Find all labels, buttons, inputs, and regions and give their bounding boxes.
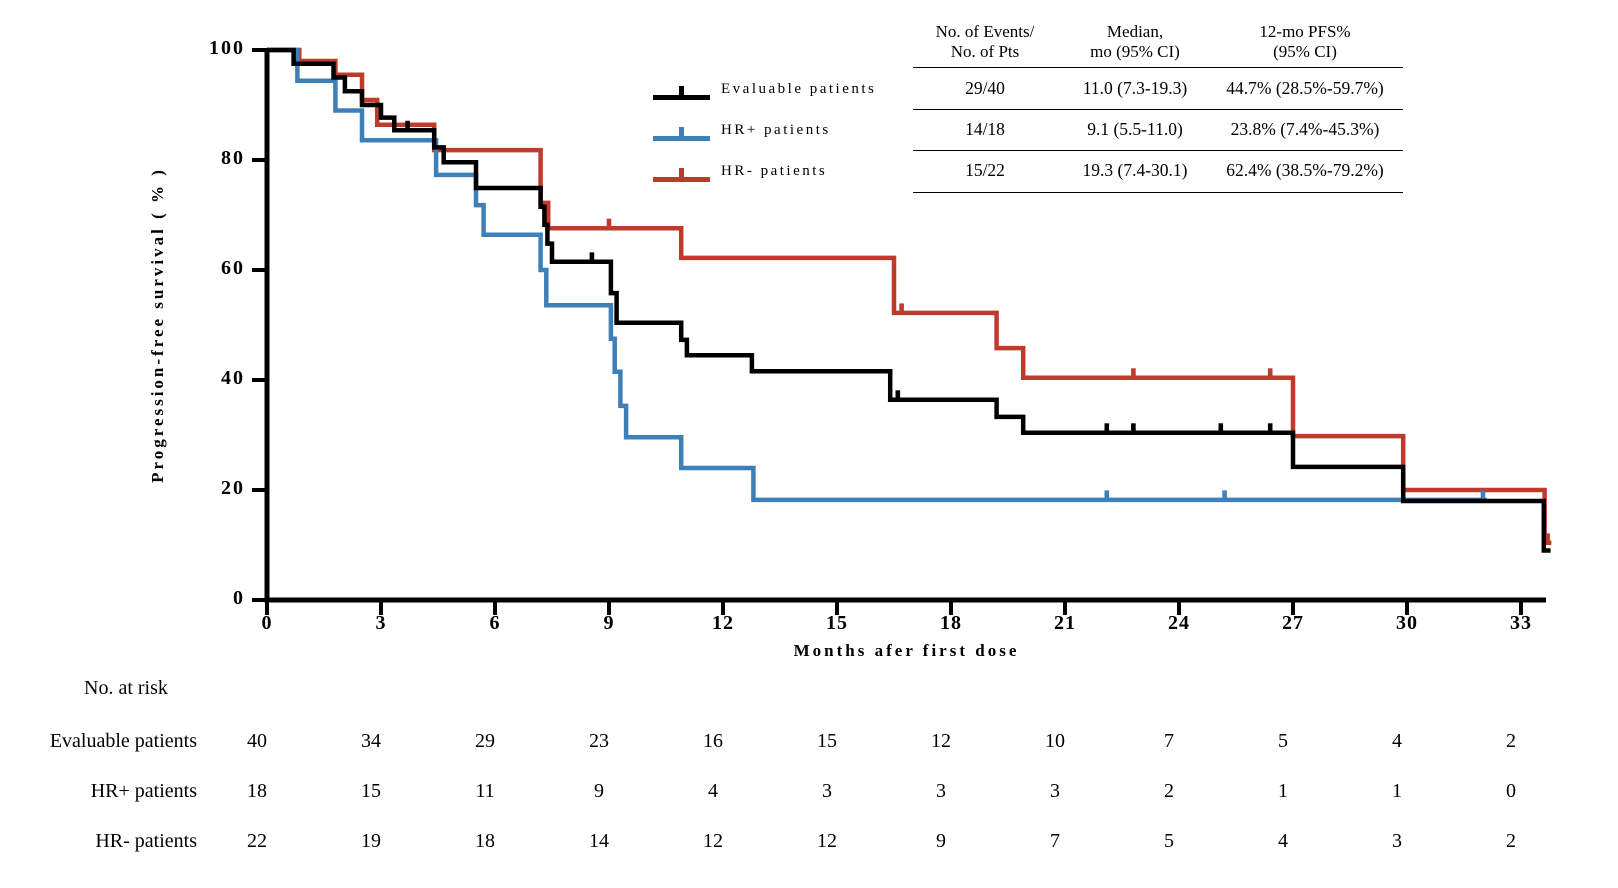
stats-rule xyxy=(913,67,1403,68)
risk-count: 2 xyxy=(1506,830,1516,852)
risk-count: 34 xyxy=(361,730,381,752)
stats-header-row: No. of Events/ No. of Pts Median, mo (95… xyxy=(905,22,1405,62)
stats-row-hr-neg: 15/22 19.3 (7.4-30.1) 62.4% (38.5%-79.2%… xyxy=(965,160,1384,180)
risk-count: 4 xyxy=(1278,830,1288,852)
risk-row-label-evaluable: Evaluable patients xyxy=(49,730,197,752)
risk-count: 0 xyxy=(1506,780,1516,802)
x-tick-label: 18 xyxy=(940,612,962,634)
risk-count: 40 xyxy=(247,730,267,752)
risk-count: 12 xyxy=(703,830,723,852)
legend-marker-hr-neg xyxy=(653,168,710,182)
y-tick-label: 80 xyxy=(221,147,245,169)
legend-label-evaluable: Evaluable patients xyxy=(721,81,877,97)
y-tick-label: 100 xyxy=(209,37,245,59)
censor-tick-evaluable-patients xyxy=(589,252,595,263)
risk-count: 14 xyxy=(589,830,609,852)
censor-tick-hr-patients xyxy=(1545,533,1550,544)
risk-count: 22 xyxy=(247,830,267,852)
censor-tick-evaluable-patients xyxy=(405,120,410,131)
risk-count: 29 xyxy=(475,730,495,752)
x-tick-label: 21 xyxy=(1054,612,1076,634)
legend-label-hr-pos: HR+ patients xyxy=(721,122,831,138)
risk-count: 12 xyxy=(931,730,951,752)
risk-count: 18 xyxy=(475,830,495,852)
risk-count: 10 xyxy=(1045,730,1065,752)
km-plot-svg xyxy=(252,47,1552,615)
stats-rule xyxy=(913,109,1403,110)
stats-row-evaluable: 29/40 11.0 (7.3-19.3) 44.7% (28.5%-59.7%… xyxy=(965,78,1384,98)
censor-tick-evaluable-patients xyxy=(1131,423,1136,434)
risk-count: 16 xyxy=(703,730,723,752)
risk-count: 15 xyxy=(817,730,837,752)
risk-count: 7 xyxy=(1164,730,1174,752)
risk-count: 2 xyxy=(1164,780,1174,802)
risk-count: 5 xyxy=(1164,830,1174,852)
risk-count: 9 xyxy=(936,830,946,852)
risk-count: 19 xyxy=(361,830,381,852)
stats-row-hr-pos: 14/18 9.1 (5.5-11.0) 23.8% (7.4%-45.3%) xyxy=(965,119,1380,139)
legend-label-hr-neg: HR- patients xyxy=(721,163,828,179)
risk-count: 1 xyxy=(1278,780,1288,802)
censor-tick-hr-patients xyxy=(1131,368,1136,379)
x-tick-label: 0 xyxy=(261,612,273,634)
risk-count: 5 xyxy=(1278,730,1288,752)
censor-tick-hr-patients xyxy=(1480,490,1486,501)
km-curve-hr-patients xyxy=(267,47,1552,546)
x-tick-label: 6 xyxy=(489,612,501,634)
x-axis-label: Months afer first dose xyxy=(793,641,1020,660)
y-axis-label: Progression-free survival ( % ) xyxy=(148,167,167,483)
y-tick-label: 0 xyxy=(233,587,245,609)
y-tick-label: 40 xyxy=(221,367,245,389)
x-tick-label: 12 xyxy=(712,612,734,634)
risk-count: 4 xyxy=(708,780,718,802)
risk-count: 4 xyxy=(1392,730,1402,752)
risk-count: 2 xyxy=(1506,730,1516,752)
stats-header-median: Median, mo (95% CI) xyxy=(1090,22,1180,61)
legend-marker-hr-pos xyxy=(653,127,710,141)
risk-count: 1 xyxy=(1392,780,1402,802)
risk-count: 15 xyxy=(361,780,381,802)
censor-tick-hr-patients xyxy=(1222,490,1227,501)
x-tick-label: 27 xyxy=(1282,612,1304,634)
stats-rule xyxy=(913,150,1403,151)
x-tick-label: 33 xyxy=(1510,612,1532,634)
risk-count: 3 xyxy=(1050,780,1060,802)
x-tick-label: 3 xyxy=(375,612,387,634)
risk-count: 3 xyxy=(1392,830,1402,852)
risk-row-label-hr-pos: HR+ patients xyxy=(90,780,197,802)
censor-tick-evaluable-patients xyxy=(1218,423,1224,434)
x-tick-label: 24 xyxy=(1168,612,1190,634)
risk-count: 12 xyxy=(817,830,837,852)
censor-tick-hr-patients xyxy=(1104,490,1110,501)
km-curve-hr-patients xyxy=(267,47,1487,503)
censor-tick-hr-patients xyxy=(606,218,612,229)
risk-count: 11 xyxy=(475,780,495,802)
y-tick-label: 60 xyxy=(221,257,245,279)
legend-marker-evaluable xyxy=(653,86,710,100)
stats-header-events: No. of Events/ No. of Pts xyxy=(935,22,1035,61)
x-tick-label: 15 xyxy=(826,612,848,634)
km-curve-evaluable-patients xyxy=(267,47,1551,553)
risk-count: 3 xyxy=(936,780,946,802)
censor-tick-evaluable-patients xyxy=(1104,423,1110,434)
censor-tick-evaluable-patients xyxy=(1267,423,1273,434)
censor-tick-hr-patients xyxy=(1267,368,1273,379)
stats-rule xyxy=(913,192,1403,193)
risk-table-title: No. at risk xyxy=(84,677,168,699)
stats-header-pfs: 12-mo PFS% (95% CI) xyxy=(1259,22,1351,61)
risk-count: 9 xyxy=(594,780,604,802)
risk-count: 7 xyxy=(1050,830,1060,852)
risk-row-label-hr-neg: HR- patients xyxy=(95,830,197,852)
risk-count: 18 xyxy=(247,780,267,802)
risk-count: 23 xyxy=(589,730,609,752)
x-tick-label: 9 xyxy=(603,612,615,634)
censor-tick-hr-patients xyxy=(899,303,904,314)
x-tick-label: 30 xyxy=(1396,612,1418,634)
censor-tick-evaluable-patients xyxy=(895,390,901,401)
risk-count: 3 xyxy=(822,780,832,802)
y-tick-label: 20 xyxy=(221,477,245,499)
